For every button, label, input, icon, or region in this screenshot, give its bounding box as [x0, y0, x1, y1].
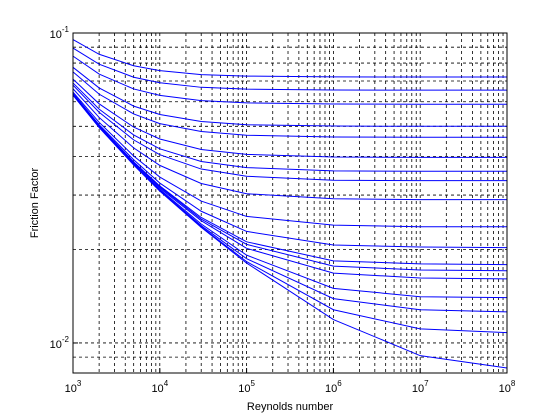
tick-label-base: 10	[50, 339, 62, 351]
series-line	[72, 82, 507, 172]
series-line	[72, 55, 507, 105]
tick-label: 10-1	[50, 25, 70, 41]
x-axis-label: Reynolds number	[247, 401, 334, 413]
tick-label-base: 10	[238, 383, 250, 395]
series-line	[72, 88, 507, 201]
tick-label-exponent: 5	[250, 379, 255, 388]
y-axis-label: Friction Factor	[29, 168, 41, 239]
tick-label: 107	[412, 379, 429, 395]
series-line	[72, 66, 507, 127]
series-line	[72, 92, 508, 249]
tick-label-base: 10	[499, 383, 511, 395]
series-line	[72, 71, 507, 138]
series-line	[72, 84, 507, 182]
grid	[72, 32, 508, 374]
series-line	[72, 91, 507, 228]
series-line	[72, 94, 508, 369]
tick-label-base: 10	[50, 29, 62, 41]
tick-label: 103	[65, 379, 82, 395]
series-line	[72, 47, 507, 91]
axes-box	[72, 32, 508, 374]
tick-label-exponent: 7	[424, 379, 429, 388]
tick-label-base: 10	[65, 383, 77, 395]
tick-label-base: 10	[325, 383, 337, 395]
series-line	[72, 39, 507, 78]
tick-label-exponent: 6	[337, 379, 342, 388]
tick-label-exponent: -1	[62, 25, 70, 34]
tick-label: 105	[238, 379, 255, 395]
plot-lines	[72, 39, 508, 369]
tick-label-exponent: 4	[164, 379, 169, 388]
tick-label: 106	[325, 379, 342, 395]
series-line	[72, 78, 507, 158]
tick-label: 104	[151, 379, 168, 395]
tick-label-base: 10	[412, 383, 424, 395]
tick-label-base: 10	[151, 383, 163, 395]
tick-label: 10-2	[50, 335, 70, 351]
tick-label-exponent: 8	[511, 379, 516, 388]
tick-label-exponent: -2	[62, 335, 70, 344]
tick-label: 108	[499, 379, 516, 395]
tick-label-exponent: 3	[77, 379, 82, 388]
